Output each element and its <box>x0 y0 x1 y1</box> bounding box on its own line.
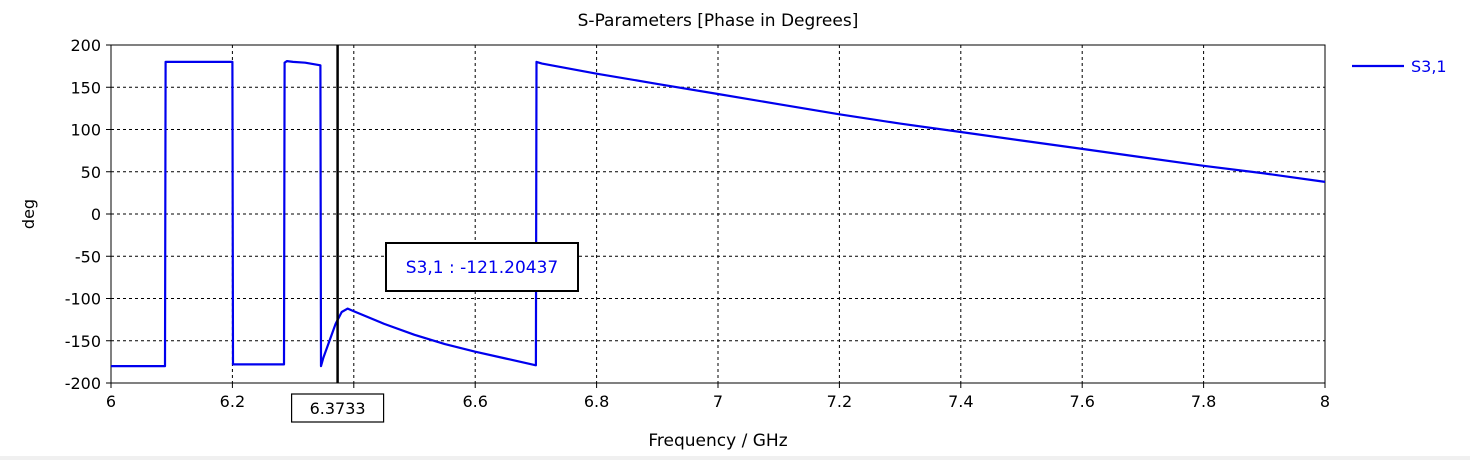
y-tick-label: 50 <box>81 163 101 182</box>
y-axis-label: deg <box>19 199 38 229</box>
legend[interactable]: S3,1 <box>1352 57 1447 76</box>
x-tick-label: 6 <box>106 392 116 411</box>
y-tick-label: 100 <box>70 121 101 140</box>
x-tick-label: 7.8 <box>1191 392 1216 411</box>
x-axis-label: Frequency / GHz <box>648 431 787 451</box>
marker-layer[interactable]: 6.3733 S3,1 : -121.20437 <box>290 45 579 423</box>
y-tick-label: -100 <box>65 290 101 309</box>
x-tick-label: 6.6 <box>462 392 487 411</box>
y-tick-label: 200 <box>70 36 101 55</box>
y-tick-label: 0 <box>91 205 101 224</box>
y-tick-label: -50 <box>75 247 101 266</box>
x-tick-label: 7.2 <box>827 392 852 411</box>
y-tick-label: -200 <box>65 374 101 393</box>
x-tick-label: 7.4 <box>948 392 973 411</box>
marker-annotation-box[interactable] <box>385 242 579 292</box>
y-tick-label: 150 <box>70 78 101 97</box>
x-tick-label: 8 <box>1320 392 1330 411</box>
marker-x-value: 6.3733 <box>310 399 366 418</box>
x-tick-label: 7 <box>713 392 723 411</box>
grid-lines <box>111 45 1325 383</box>
marker-annotation-text: S3,1 : -121.20437 <box>406 258 558 278</box>
window-bottom-border <box>0 456 1470 460</box>
axes: 200 150 100 50 0 -50 -100 -150 -200 6 6.2 6.6 6.8 7 7.… <box>65 36 1330 411</box>
marker-x-box[interactable] <box>290 393 385 423</box>
legend-label[interactable]: S3,1 <box>1411 57 1447 76</box>
series-layer <box>111 59 1326 368</box>
chart-title: S-Parameters [Phase in Degrees] <box>578 11 859 31</box>
series-line-s31 <box>111 59 1326 368</box>
y-tick-label: -150 <box>65 332 101 351</box>
x-tick-label: 6.8 <box>584 392 609 411</box>
x-tick-label: 7.6 <box>1069 392 1094 411</box>
x-tick-label: 6.2 <box>220 392 245 411</box>
